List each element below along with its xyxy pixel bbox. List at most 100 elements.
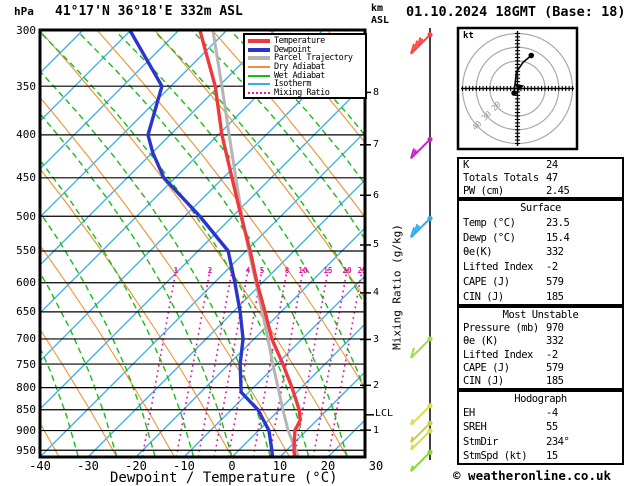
wind-barb xyxy=(410,449,433,472)
legend-row: Temperature xyxy=(248,36,362,47)
panel-row: θe(K) 332 xyxy=(463,246,618,258)
panel-row-value: 15 xyxy=(546,449,558,462)
panel-row-value: 970 xyxy=(546,321,564,334)
station-title: 41°17'N 36°18'E 332m ASL xyxy=(55,4,243,19)
legend-row: Dewpoint xyxy=(248,44,362,55)
panel-header: Most Unstable xyxy=(502,308,579,321)
panel-header: Hodograph xyxy=(514,393,567,406)
panel-row: StmDir 234° xyxy=(463,436,618,448)
panel-row-value: 332 xyxy=(546,246,564,259)
legend-line-sample xyxy=(248,39,270,44)
legend-label: Temperature xyxy=(274,36,325,47)
panel-row: EH -4 xyxy=(463,407,618,419)
panel-row: Lifted Index -2 xyxy=(463,261,618,273)
panel-row-value: 234° xyxy=(546,435,570,448)
sounding-curves xyxy=(128,30,302,457)
copyright: © weatheronline.co.uk xyxy=(453,468,612,483)
panel-row-value: -2 xyxy=(546,348,558,361)
km-tick-label: 7 xyxy=(373,139,380,151)
mixing-ratio-axis-title: Mixing Ratio (g/kg) xyxy=(390,224,404,350)
panel-row: θe (K) 332 xyxy=(463,335,618,347)
legend-line-sample xyxy=(248,47,270,52)
wind-barb xyxy=(410,136,433,160)
pressure-tick-label: 350 xyxy=(16,79,36,93)
panel-row-value: 185 xyxy=(546,375,564,388)
temperature-tick-label: -30 xyxy=(77,459,99,473)
legend-line-sample xyxy=(248,91,270,94)
panel-row-value: 579 xyxy=(546,275,564,288)
panel-row-value: 15.4 xyxy=(546,231,570,244)
panel-row-label: SREH xyxy=(463,421,487,434)
datetime-title: 01.10.2024 18GMT (Base: 18) xyxy=(406,4,626,20)
panel-row: CAPE (J) 579 xyxy=(463,276,618,288)
panel-row-value: 185 xyxy=(546,290,564,303)
wind-barb xyxy=(410,215,433,239)
km-tick-label: 1 xyxy=(373,424,380,436)
svg-text:25: 25 xyxy=(357,266,366,275)
pressure-tick-label: 650 xyxy=(16,305,36,319)
panel-row-value: -2 xyxy=(546,261,558,274)
altitude-unit-label: km ASL xyxy=(371,3,389,27)
pressure-tick-label: 800 xyxy=(16,381,36,395)
svg-text:8: 8 xyxy=(285,266,290,275)
legend-row: Wet Adiabat xyxy=(248,71,362,81)
panel-row-label: EH xyxy=(463,407,475,420)
panel-row-label: Dewp (°C) xyxy=(463,231,516,244)
legend-row: Parcel Trajectory xyxy=(248,53,362,63)
legend-label: Mixing Ratio xyxy=(274,87,330,98)
temperature-tick-label: 20 xyxy=(320,459,336,473)
wind-barb xyxy=(410,428,433,451)
wind-barb xyxy=(410,32,433,55)
panel-row: CIN (J) 185 xyxy=(463,291,618,303)
lcl-label: LCL xyxy=(375,408,394,419)
dewpoint-curve xyxy=(128,30,275,457)
panel-row-label: Totals Totals xyxy=(463,171,539,184)
legend-row: Dry Adiabat xyxy=(248,62,362,73)
data-panel: Most Unstable Pressure (mb) 970 θe (K) 332 Li… xyxy=(457,306,624,390)
pressure-tick-label: 550 xyxy=(16,244,36,258)
panel-row-label: θe(K) xyxy=(463,246,493,259)
panel-row-label: Temp (°C) xyxy=(463,217,516,230)
pressure-tick-label: 500 xyxy=(16,209,36,223)
temperature-axis-title: Dewpoint / Temperature (°C) xyxy=(110,470,338,486)
svg-text:10: 10 xyxy=(298,266,308,275)
wind-barb xyxy=(410,420,433,443)
pressure-tick-label: 450 xyxy=(16,171,36,185)
legend-label: Dewpoint xyxy=(274,44,311,55)
mixing-ratio-value-labels: 1 2 3 4 5 8 10 15 20 25 xyxy=(174,266,367,275)
temperature-tick-label: -10 xyxy=(173,459,195,473)
pressure-tick-label: 750 xyxy=(16,357,36,371)
data-panel: K 24 Totals Totals 47 PW (cm) 2.45 xyxy=(457,157,624,199)
panel-row: Dewp (°C) 15.4 xyxy=(463,232,618,244)
pressure-tick-label: 600 xyxy=(16,276,36,290)
panel-row-label: K xyxy=(463,159,469,172)
pressure-tick-label: 700 xyxy=(16,332,36,346)
panel-header: Surface xyxy=(520,202,561,215)
temperature-curve xyxy=(198,30,302,457)
wind-barb xyxy=(410,336,433,359)
km-tick-label: 8 xyxy=(373,86,380,98)
panel-row-value: 2.45 xyxy=(546,184,570,197)
pressure-unit-label: hPa xyxy=(14,5,34,18)
panel-row-label: Pressure (mb) xyxy=(463,321,539,334)
panel-row: Pressure (mb) 970 xyxy=(463,322,618,334)
data-panel: Hodograph EH -4 SREH 55 StmDir 234° StmSpd (kt)… xyxy=(457,390,624,465)
legend-label: Dry Adiabat xyxy=(274,62,325,73)
panel-row-value: 47 xyxy=(546,171,558,184)
panel-row: Temp (°C) 23.5 xyxy=(463,217,618,229)
km-tick-label: 3 xyxy=(373,333,380,345)
panel-row: K 24 xyxy=(463,159,618,171)
pressure-tick-label: 900 xyxy=(16,424,36,438)
temperature-tick-label: 0 xyxy=(228,459,236,473)
panel-row-label: StmSpd (kt) xyxy=(463,449,528,462)
hodograph-trace xyxy=(513,54,532,94)
svg-text:5: 5 xyxy=(260,266,265,275)
svg-text:4: 4 xyxy=(246,266,251,275)
panel-row: PW (cm) 2.45 xyxy=(463,185,618,197)
km-tick-label: 5 xyxy=(373,239,380,251)
pressure-tick-label: 950 xyxy=(16,443,36,457)
plot-border xyxy=(38,28,367,459)
km-tick-label: 4 xyxy=(373,287,380,299)
